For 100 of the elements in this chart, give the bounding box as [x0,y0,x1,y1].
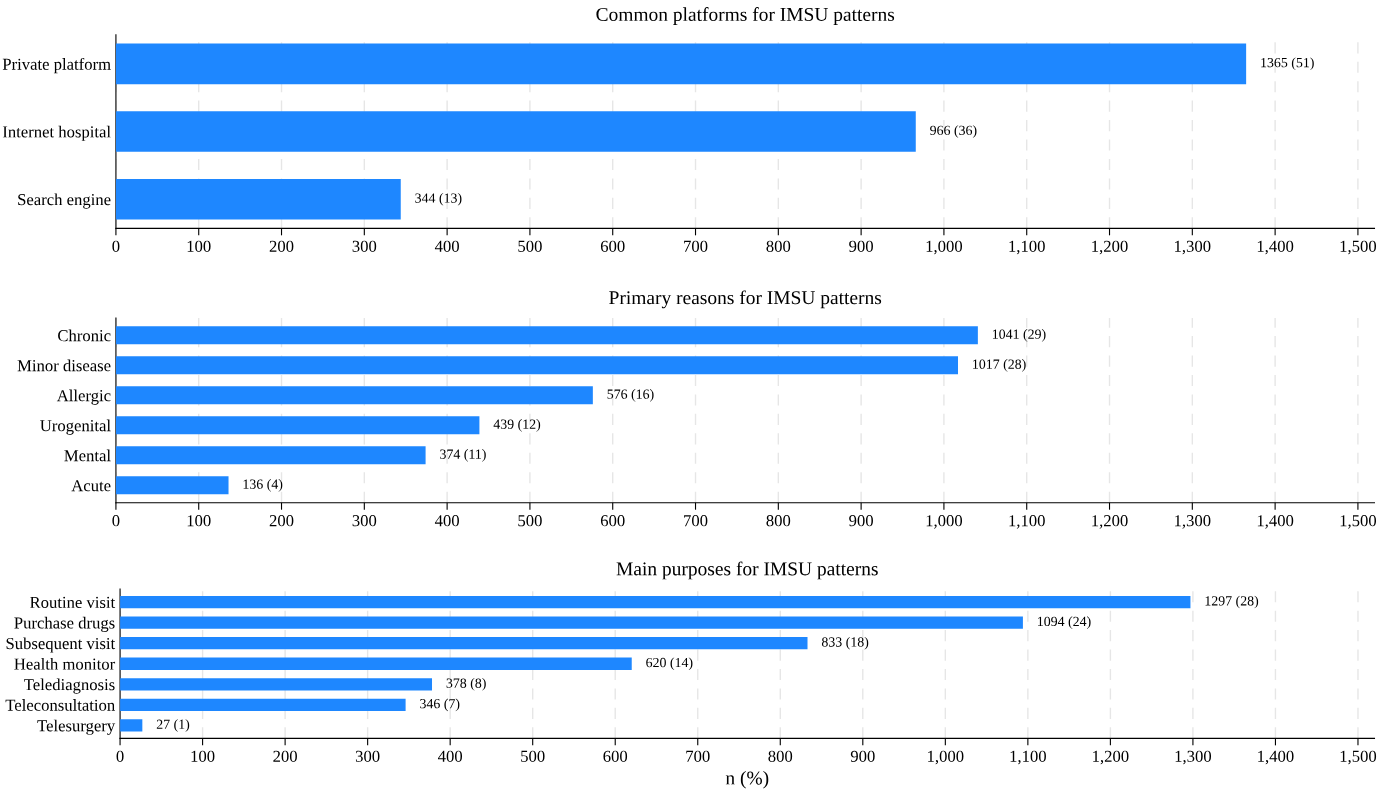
x-tick-label: 900 [850,750,875,762]
y-tick-label: Telesurgery [37,719,116,735]
data-label: 833 (18) [821,636,869,650]
chart-title: Main purposes for IMSU patterns [616,561,878,580]
data-label: 620 (14) [646,657,693,671]
bar [115,416,480,435]
x-tick-label: 0 [116,750,124,762]
x-tick-label: 200 [269,240,294,252]
bar [120,637,808,650]
data-label: 374 (11) [440,449,486,462]
x-tick-label: 1,300 [1175,240,1211,255]
y-tick-label: Allergic [56,389,111,405]
bar [115,386,593,405]
x-tick-label: 100 [191,750,215,762]
x-tick-label: 1,400 [1257,240,1294,255]
data-label: 576 (16) [607,389,654,402]
y-tick-label: Chronic [58,329,111,342]
x-tick-label: 300 [352,515,377,527]
x-tick-label: 0 [112,515,120,527]
bar [115,326,978,345]
bar [120,616,1023,629]
y-tick-label: Urogenital [40,419,111,435]
x-tick-label: 100 [187,240,211,252]
x-tick-label: 200 [269,515,294,527]
data-label: 27 (1) [156,719,190,732]
x-tick-label: 400 [434,515,459,527]
y-tick-label: Acute [71,480,111,492]
y-tick-label: Private platform [2,57,111,74]
y-tick-label: Search engine [18,193,111,209]
data-label: 1297 (28) [1205,595,1259,609]
y-tick-label: Minor disease [17,359,111,372]
x-tick-label: 100 [187,515,211,527]
x-tick-label: 1,300 [1175,750,1212,765]
bar [120,678,433,691]
x-tick-label: 400 [434,240,459,252]
x-tick-label: 500 [518,515,542,527]
x-tick-label: 1,200 [1092,240,1128,255]
x-tick-label: 700 [684,515,708,527]
bar [115,356,958,375]
bar [120,657,632,670]
x-tick-label: 800 [768,750,793,762]
x-tick-label: 1,000 [928,750,964,765]
y-tick-label: Internet hospital [2,125,111,141]
data-label: 136 (4) [243,479,283,492]
x-tick-label: 300 [352,240,377,252]
bar [115,111,916,152]
bar [120,698,406,712]
y-tick-label: Teleconsultation [5,699,115,711]
x-tick-label: 400 [438,750,463,762]
x-tick-label: 1,300 [1175,515,1211,529]
x-tick-label: 1,400 [1257,515,1294,529]
x-tick-label: 1,100 [1009,515,1045,529]
x-tick-label: 600 [600,515,625,527]
x-tick-label: 700 [686,750,710,762]
data-label: 1094 (24) [1038,616,1091,629]
data-label: 346 (7) [420,698,460,712]
x-tick-label: 1,200 [1092,515,1128,529]
x-tick-label: 1,100 [1010,750,1046,765]
bar [120,719,143,732]
x-tick-label: 1,500 [1340,240,1377,255]
x-tick-label: 1,500 [1340,515,1377,529]
chart-title: Common platforms for IMSU patterns [596,7,895,25]
y-tick-label: Telediagnosis [24,678,115,694]
x-tick-label: 600 [600,240,625,252]
data-label: 378 (8) [446,678,486,691]
data-label: 1365 (51) [1261,57,1314,71]
x-tick-label: 300 [355,750,380,762]
x-tick-label: 500 [518,240,542,252]
data-label: 1017 (28) [973,359,1026,372]
x-tick-label: 500 [521,750,545,762]
y-tick-label: Subsequent visit [6,637,116,653]
x-tick-label: 1,500 [1340,750,1377,765]
y-tick-label: Routine visit [30,596,116,609]
x-tick-label: 900 [849,515,873,527]
bar [120,595,1191,609]
x-tick-label: 0 [112,240,120,252]
chart-title: Primary reasons for IMSU patterns [609,290,882,309]
x-tick-label: 700 [684,240,708,252]
x-tick-label: 800 [766,240,791,252]
y-tick-label: Mental [64,449,111,462]
x-tick-label: 1,100 [1009,240,1045,255]
y-tick-label: Purchase drugs [14,616,115,633]
bar [115,476,229,495]
x-tick-label: 200 [273,750,297,762]
y-tick-label: Health monitor [14,657,116,670]
x-axis-title: n (%) [725,770,769,789]
bar [115,446,426,465]
x-tick-label: 1,000 [926,515,963,529]
bar [115,43,1247,85]
data-label: 966 (36) [930,125,977,138]
bar [115,178,401,220]
x-tick-label: 1,000 [926,240,963,255]
data-label: 344 (13) [415,192,462,206]
x-tick-label: 1,200 [1093,750,1129,765]
x-tick-label: 1,400 [1258,750,1294,765]
x-tick-label: 600 [603,750,628,762]
data-label: 1041 (29) [992,329,1046,342]
x-tick-label: 900 [849,240,873,252]
data-label: 439 (12) [493,419,541,432]
x-tick-label: 800 [766,515,791,527]
